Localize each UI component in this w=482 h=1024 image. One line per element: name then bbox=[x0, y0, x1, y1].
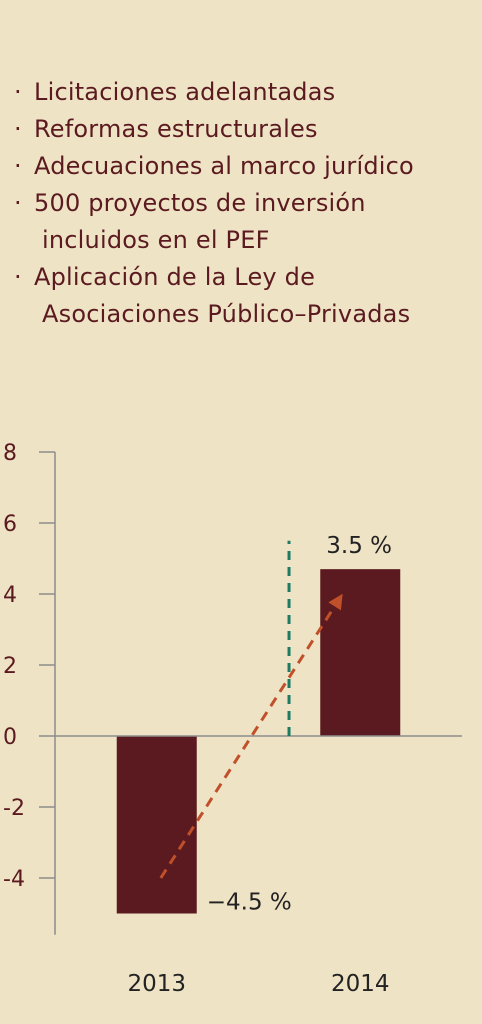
bullet-item: · 500 proyectos de inversión incluidos en … bbox=[14, 185, 476, 259]
y-tick-label: -4 bbox=[3, 867, 25, 892]
bullet-item: · Reformas estructurales bbox=[14, 111, 476, 148]
bullet-marker: · bbox=[14, 263, 22, 291]
bullet-list: · Licitaciones adelantadas · Reformas estru… bbox=[14, 74, 476, 333]
x-tick-label: 2014 bbox=[331, 971, 390, 997]
bar-2014 bbox=[320, 569, 401, 736]
bullet-marker: · bbox=[14, 78, 22, 106]
bullet-item: · Aplicación de la Ley de Asociaciones Púb… bbox=[14, 259, 476, 333]
bullet-item: · Adecuaciones al marco jurídico bbox=[14, 148, 476, 185]
bullet-text: Adecuaciones al marco jurídico bbox=[34, 152, 414, 180]
bullet-text: Asociaciones Público–Privadas bbox=[42, 300, 411, 328]
bar-2013 bbox=[116, 736, 197, 914]
bullet-item: · Licitaciones adelantadas bbox=[14, 74, 476, 111]
bullet-text: Aplicación de la Ley de bbox=[34, 263, 316, 291]
data-label-2013: −4.5 % bbox=[207, 890, 292, 916]
y-tick-label: 0 bbox=[3, 725, 17, 750]
x-tick-label: 2013 bbox=[127, 971, 186, 997]
bullet-marker: · bbox=[14, 189, 22, 217]
bullet-marker: · bbox=[14, 152, 22, 180]
bullet-text: incluidos en el PEF bbox=[42, 226, 270, 254]
bullet-marker: · bbox=[14, 115, 22, 143]
trend-arrow bbox=[159, 593, 343, 879]
y-tick-label: 8 bbox=[3, 441, 17, 466]
y-tick-label: 6 bbox=[3, 512, 17, 537]
bullet-text: 500 proyectos de inversión bbox=[34, 189, 366, 217]
y-tick-label: 2 bbox=[3, 654, 17, 679]
y-tick-label: -2 bbox=[3, 796, 25, 821]
y-tick-label: 4 bbox=[3, 583, 17, 608]
data-label-2014: 3.5 % bbox=[326, 533, 392, 559]
bullet-text: Licitaciones adelantadas bbox=[34, 78, 336, 106]
bullet-text: Reformas estructurales bbox=[34, 115, 318, 143]
